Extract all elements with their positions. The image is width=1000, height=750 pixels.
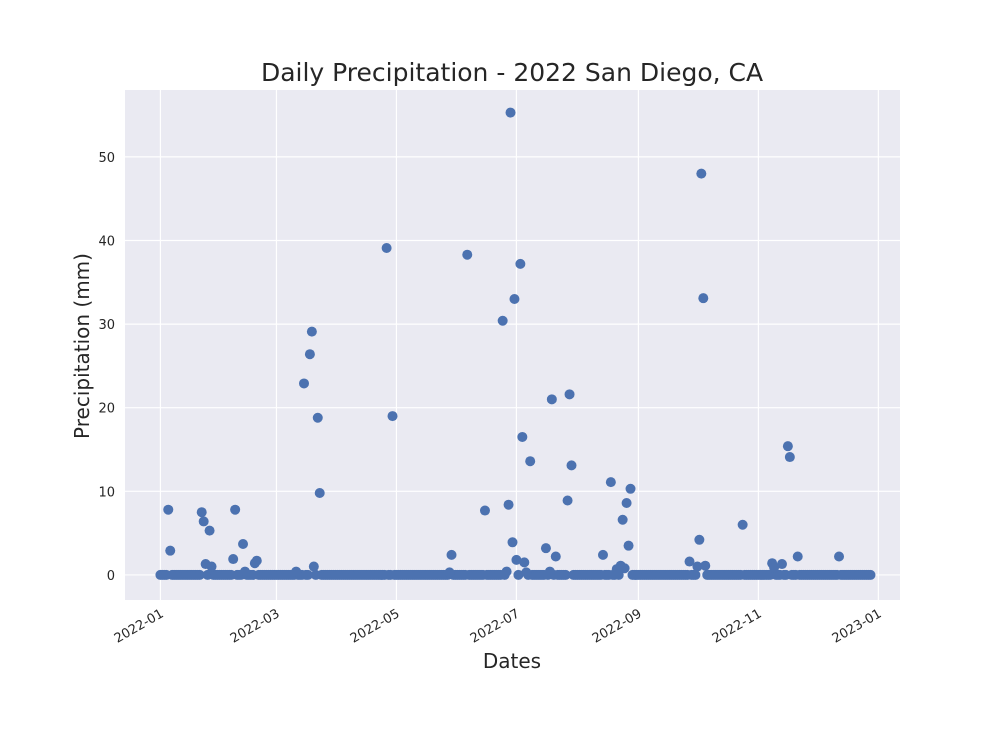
precip-point [507, 537, 518, 548]
y-tick-label: 10 [98, 485, 115, 500]
precip-point [776, 559, 787, 570]
grid-lines [125, 90, 900, 600]
x-tick-label: 2022-09 [590, 606, 645, 646]
x-tick-label: 2022-07 [468, 606, 523, 646]
precip-point [230, 504, 241, 515]
zero-precip-point [690, 569, 701, 580]
precip-point [700, 560, 711, 571]
precip-point [562, 495, 573, 506]
precip-point [511, 554, 522, 565]
x-tick-label: 2022-05 [348, 606, 403, 646]
precip-point [251, 555, 262, 566]
precip-point [238, 538, 249, 549]
precip-point [617, 514, 628, 525]
precip-point [444, 567, 455, 578]
y-tick-label: 50 [98, 151, 115, 166]
precip-point [696, 168, 707, 179]
y-tick-label: 40 [98, 234, 115, 249]
precip-point [505, 107, 516, 118]
zero-precip-point [865, 569, 876, 580]
zero-precip-point [560, 569, 571, 580]
precip-point [737, 519, 748, 530]
x-axis-label: Dates [483, 649, 541, 673]
precip-point [446, 549, 457, 560]
precip-point [684, 556, 695, 567]
precip-point [623, 540, 634, 551]
precip-point [387, 411, 398, 422]
zero-precip-point [194, 569, 205, 580]
precip-point [501, 566, 512, 577]
precip-point [291, 566, 302, 577]
precip-point [525, 456, 536, 467]
precip-point [165, 545, 176, 556]
precip-point [544, 566, 555, 577]
precip-point [497, 315, 508, 326]
precip-point [546, 394, 557, 405]
x-tick-label: 2022-11 [710, 606, 765, 646]
precip-point [597, 549, 608, 560]
x-tick-label: 2022-03 [228, 606, 283, 646]
precip-point [784, 452, 795, 463]
chart-title: Daily Precipitation - 2022 San Diego, CA [261, 58, 763, 87]
plot-area [125, 90, 900, 600]
precip-point [694, 534, 705, 545]
precip-point [479, 505, 490, 516]
y-tick-label: 0 [107, 569, 115, 584]
data-points [155, 107, 876, 580]
precip-point [314, 487, 325, 498]
precip-point [206, 561, 217, 572]
x-tick-label: 2023-01 [830, 606, 885, 646]
precip-point [605, 477, 616, 488]
precip-point [308, 561, 319, 572]
y-axis-label: Precipitation (mm) [70, 253, 94, 439]
precip-point [834, 551, 845, 562]
y-tick-label: 30 [98, 318, 115, 333]
precip-point [625, 483, 636, 494]
precip-point [769, 562, 780, 573]
precip-point [782, 441, 793, 452]
precip-point [540, 543, 551, 554]
precip-point [698, 293, 709, 304]
precip-point [621, 498, 632, 509]
precip-point [198, 516, 209, 527]
precip-point [381, 243, 392, 254]
precip-point [228, 554, 239, 565]
y-tick-label: 20 [98, 402, 115, 417]
precip-point [692, 561, 703, 572]
x-tick-label: 2022-01 [112, 606, 167, 646]
precip-point [196, 507, 207, 518]
precip-point [519, 557, 530, 568]
precip-point [792, 551, 803, 562]
precip-point [517, 431, 528, 442]
precip-point [521, 567, 532, 578]
precip-point [462, 249, 473, 260]
precip-point [306, 326, 317, 337]
precip-point [304, 349, 315, 360]
precip-point [509, 294, 520, 305]
y-axis-ticks: 0 10 20 30 40 50 [98, 151, 115, 584]
precip-point [204, 525, 215, 536]
precip-point [550, 551, 561, 562]
precip-point [239, 566, 250, 577]
precip-point [298, 378, 309, 389]
zero-precip-point [302, 569, 313, 580]
zero-precip-point [513, 569, 524, 580]
precip-point [163, 504, 174, 515]
precip-point [564, 389, 575, 400]
precip-point [503, 499, 514, 510]
precip-point [515, 258, 526, 269]
precip-point [566, 460, 577, 471]
x-axis-ticks: 2022-01 2022-03 2022-05 2022-07 2022-09 2022-… [112, 606, 885, 646]
precip-point [619, 563, 630, 574]
precip-point [312, 412, 323, 423]
